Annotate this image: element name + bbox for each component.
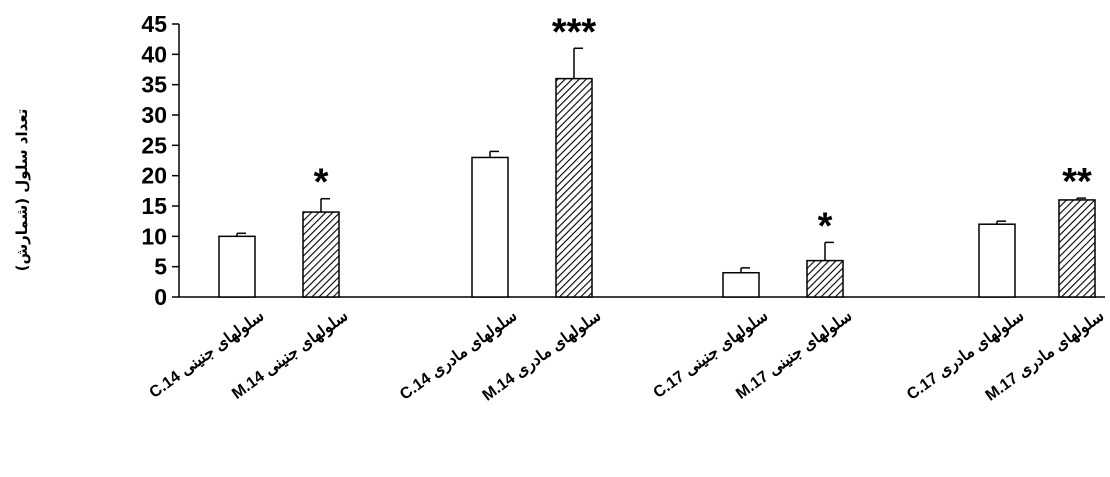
- bar: [302, 211, 340, 298]
- y-tick-label: 25: [141, 132, 167, 158]
- bar: [555, 77, 593, 298]
- significance-marker: *: [818, 205, 833, 247]
- y-tick-label: 40: [141, 41, 167, 67]
- y-tick-label: 35: [141, 72, 167, 98]
- significance-marker: ***: [552, 11, 597, 53]
- y-axis: 0 5 10 15 20 25 30 35 40 45: [141, 11, 180, 310]
- bar: [471, 156, 509, 298]
- significance-marker: **: [1062, 161, 1092, 203]
- y-tick-label: 30: [141, 102, 167, 128]
- bar: [978, 223, 1016, 298]
- y-tick-label: 15: [141, 193, 167, 219]
- significance-marker: *: [314, 162, 329, 204]
- bar: [218, 235, 256, 298]
- y-tick-label: 20: [141, 163, 167, 189]
- bars: *******: [218, 11, 1096, 298]
- y-tick-label: 10: [141, 223, 167, 249]
- bar: [1058, 199, 1096, 298]
- y-tick-label: 0: [154, 284, 167, 310]
- y-tick-label: 5: [154, 254, 167, 280]
- y-tick-label: 45: [141, 11, 167, 37]
- bar: [722, 271, 760, 298]
- y-axis-label: تعداد سلول (شمارش): [13, 108, 31, 272]
- bar: [806, 259, 844, 298]
